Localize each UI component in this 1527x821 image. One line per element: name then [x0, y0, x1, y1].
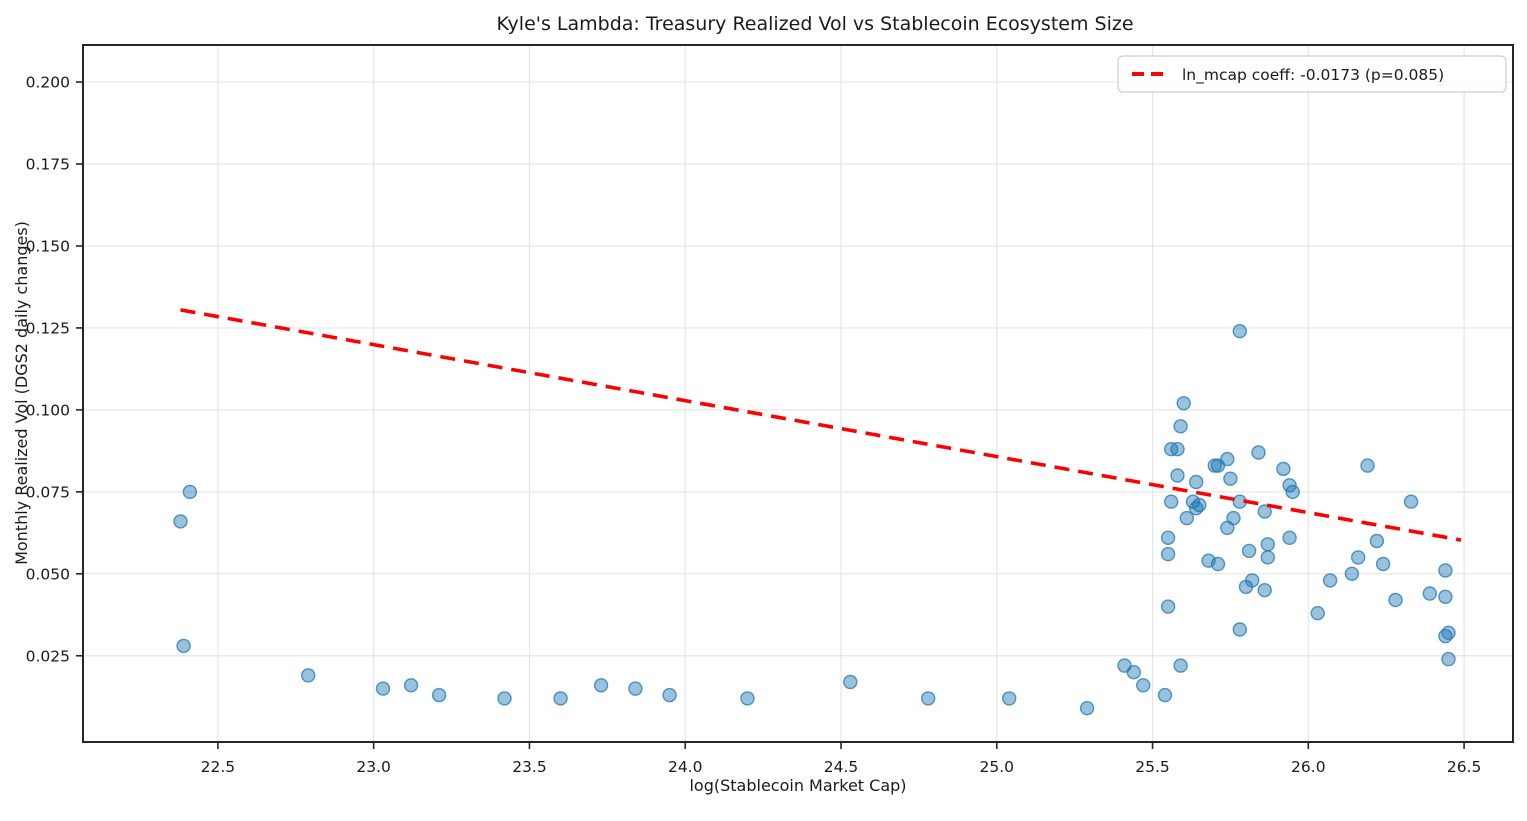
x-tick-label: 24.5	[824, 758, 859, 776]
scatter-point	[1438, 628, 1453, 644]
scatter-point	[1170, 468, 1185, 483]
scatter-point	[1438, 589, 1453, 604]
legend: ln_mcap coeff: -0.0173 (p=0.085)	[1117, 55, 1507, 93]
legend-box	[1117, 55, 1507, 93]
scatter-point	[1310, 606, 1325, 621]
scatter-point	[1170, 442, 1185, 457]
scatter-point	[1375, 556, 1391, 572]
scatter-point	[1176, 396, 1191, 411]
scatter-point	[1163, 494, 1179, 509]
y-tick-label: 0.025	[26, 647, 70, 665]
scatter-point	[1232, 324, 1248, 339]
y-tick-label: 0.200	[26, 74, 70, 92]
scatter-point	[553, 691, 568, 706]
scatter-point	[662, 687, 677, 703]
scatter-point	[1220, 520, 1235, 536]
scatter-point	[1002, 691, 1017, 706]
scatter-point	[1179, 510, 1195, 526]
scatter-point	[1210, 556, 1226, 572]
scatter-point	[1173, 658, 1188, 673]
x-tick-label: 23.5	[512, 758, 547, 776]
scatter-point	[1232, 622, 1248, 637]
scatter-points	[173, 324, 1456, 716]
plot-border	[82, 44, 1514, 743]
axis-ticks: 22.5 23.0 23.5 24.0 24.5 25.0 25.5 26.0 26.5 0.02…	[26, 74, 1482, 776]
scatter-point	[593, 678, 609, 693]
y-tick-label: 0.150	[26, 237, 70, 255]
y-tick-label: 0.125	[26, 319, 70, 337]
x-tick-label: 26.0	[1291, 758, 1326, 776]
scatter-point	[1344, 566, 1360, 581]
scatter-point	[1160, 599, 1176, 614]
scatter-point	[375, 681, 391, 696]
scatter-point	[1157, 687, 1173, 703]
scatter-point	[1188, 474, 1204, 490]
scatter-point	[1241, 543, 1257, 559]
x-tick-label: 24.0	[668, 758, 703, 776]
scatter-point	[497, 691, 512, 706]
scatter-point	[1285, 484, 1300, 500]
y-tick-label: 0.075	[26, 483, 70, 501]
scatter-point	[1220, 451, 1235, 467]
scatter-point	[1260, 550, 1276, 565]
x-tick-label: 25.0	[980, 758, 1015, 776]
x-tick-label: 23.0	[356, 758, 391, 776]
regression-dashed-line	[180, 308, 1462, 542]
scatter-point	[1173, 419, 1188, 434]
scatter-point	[431, 687, 447, 703]
scatter-point	[1188, 501, 1204, 516]
scatter-point	[1251, 445, 1266, 460]
scatter-point	[843, 674, 858, 690]
scatter-point	[1276, 461, 1291, 477]
scatter-point	[1388, 592, 1403, 608]
scatter-point	[1160, 546, 1176, 562]
scatter-point	[1207, 458, 1223, 473]
y-axis-label: Monthly Realized Vol (DGS2 daily changes…	[12, 221, 31, 565]
scatter-point	[1422, 586, 1438, 601]
scatter-point	[403, 678, 419, 693]
scatter-point	[1257, 583, 1272, 598]
scatter-point	[1369, 533, 1385, 549]
scatter-point	[1223, 471, 1238, 486]
y-tick-label: 0.100	[26, 401, 70, 419]
scatter-point	[176, 638, 191, 654]
scatter-point	[1260, 537, 1276, 552]
trend-line	[180, 308, 1462, 542]
scatter-point	[301, 668, 316, 683]
scatter-point	[1403, 494, 1419, 509]
scatter-point	[1282, 530, 1297, 545]
y-tick-label: 0.050	[26, 565, 70, 583]
scatter-point	[1079, 701, 1095, 716]
scatter-point	[1350, 550, 1366, 565]
scatter-point	[1160, 530, 1176, 545]
x-tick-label: 22.5	[201, 758, 236, 776]
x-axis-label: log(Stablecoin Market Cap)	[689, 776, 906, 795]
scatter-point	[1257, 504, 1272, 519]
legend-label: ln_mcap coeff: -0.0173 (p=0.085)	[1182, 66, 1444, 85]
gridlines	[83, 45, 1513, 742]
chart-title: Kyle's Lambda: Treasury Realized Vol vs …	[496, 13, 1133, 35]
scatter-point	[1238, 579, 1254, 595]
scatter-point	[628, 681, 643, 696]
scatter-point	[1438, 563, 1453, 578]
x-tick-label: 25.5	[1135, 758, 1170, 776]
scatter-point	[921, 691, 936, 706]
scatter-point	[740, 691, 755, 706]
scatter-point	[1126, 665, 1142, 680]
scatter-point	[1360, 458, 1375, 473]
scatter-point	[173, 514, 188, 529]
scatter-point	[1441, 651, 1456, 667]
scatter-point	[182, 484, 198, 500]
y-tick-label: 0.175	[26, 156, 70, 174]
x-tick-label: 26.5	[1447, 758, 1482, 776]
scatter-point	[1135, 678, 1151, 693]
scatter-point	[1322, 573, 1338, 588]
